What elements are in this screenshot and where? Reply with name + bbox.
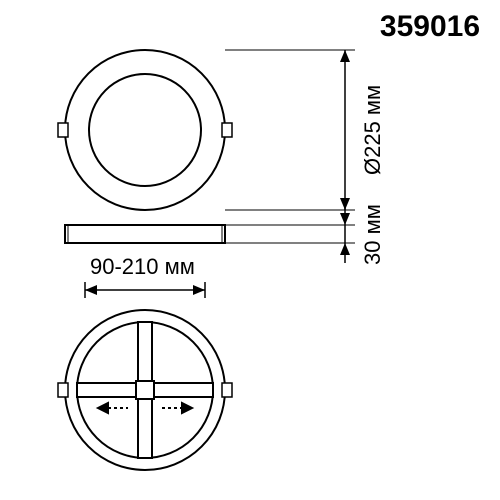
diagram-canvas: 359016	[0, 0, 500, 500]
height-label: 30 мм	[360, 204, 386, 265]
diameter-label: Ø225 мм	[360, 85, 386, 175]
cutout-label: 90-210 мм	[90, 254, 195, 280]
side-view	[65, 225, 225, 243]
technical-drawing	[0, 0, 500, 500]
diameter-dimension	[225, 50, 355, 210]
cutout-dimension	[85, 282, 205, 298]
top-view	[58, 50, 232, 210]
product-id: 359016	[380, 10, 480, 44]
height-dimension	[225, 205, 355, 263]
bottom-view	[58, 310, 232, 470]
